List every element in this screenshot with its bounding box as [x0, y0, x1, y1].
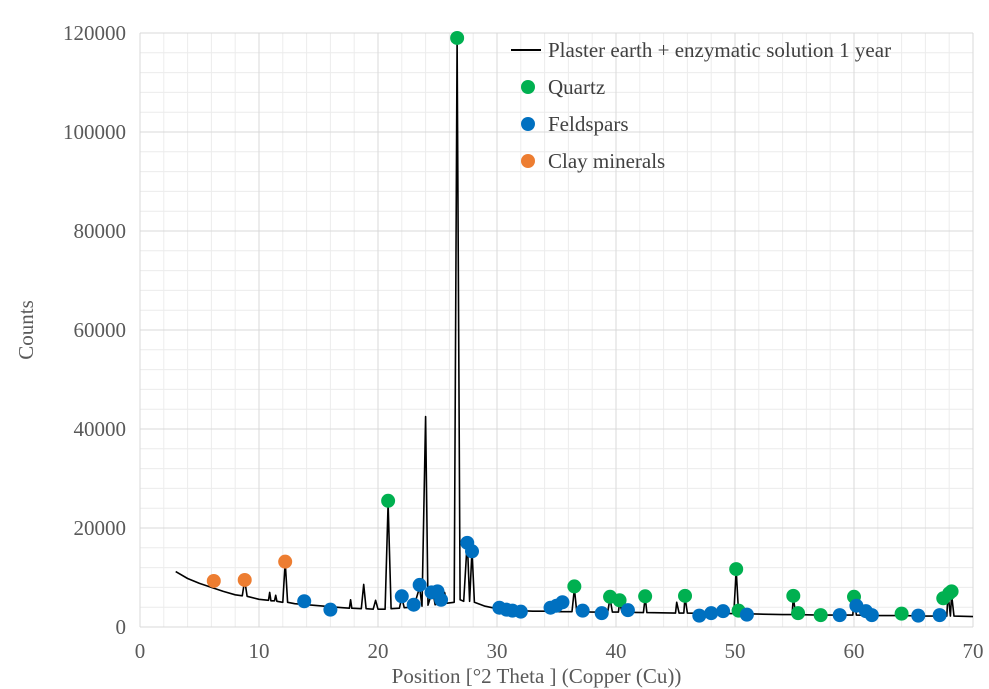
feldspars-marker [864, 608, 879, 623]
legend-entry-clay-minerals: Clay minerals [548, 149, 665, 173]
feldspars-marker [739, 607, 754, 622]
legend-quartz-swatch [521, 80, 535, 94]
axis-ticks: 0 10 20 30 40 50 60 70 0 20000 40000 60000 80000 1000… [63, 21, 984, 663]
x-tick-label: 10 [249, 639, 270, 663]
feldspars-marker [323, 602, 338, 617]
y-tick-label: 40000 [74, 417, 127, 441]
y-tick-label: 0 [116, 615, 127, 639]
feldspars-marker [406, 597, 421, 612]
legend-entry-plaster-earth-enzymatic-solution-1-year: Plaster earth + enzymatic solution 1 yea… [548, 38, 891, 62]
x-axis-label: Position [°2 Theta ] (Copper (Cu)) [392, 664, 682, 688]
feldspars-marker [434, 592, 449, 607]
quartz-marker [381, 493, 396, 508]
x-tick-label: 40 [606, 639, 627, 663]
feldspars-marker [832, 608, 847, 623]
quartz-marker [791, 606, 806, 621]
quartz-marker [944, 584, 959, 599]
feldspars-marker [394, 589, 409, 604]
x-tick-label: 50 [725, 639, 746, 663]
y-tick-label: 60000 [74, 318, 127, 342]
quartz-marker [638, 589, 653, 604]
x-tick-label: 60 [844, 639, 865, 663]
x-tick-label: 70 [963, 639, 984, 663]
feldspars-marker [575, 603, 590, 618]
quartz-marker [678, 588, 693, 603]
feldspars-marker [692, 608, 707, 623]
feldspars-marker [513, 604, 528, 619]
quartz-marker [729, 562, 744, 577]
quartz-marker [786, 588, 801, 603]
feldspars-marker [594, 606, 609, 621]
legend-entry-feldspars: Feldspars [548, 112, 629, 136]
feldspars-marker [465, 544, 480, 559]
feldspars-marker [716, 604, 731, 619]
y-axis-label: Counts [14, 300, 38, 360]
quartz-marker [450, 30, 465, 45]
legend-clay-minerals-swatch [521, 154, 535, 168]
legend: Plaster earth + enzymatic solution 1 yea… [511, 38, 891, 173]
y-tick-label: 120000 [63, 21, 126, 45]
plot-marker-layer [206, 30, 959, 623]
y-tick-label: 20000 [74, 516, 127, 540]
gridlines [139, 32, 974, 628]
feldspars-marker [620, 603, 635, 618]
feldspars-marker [932, 608, 947, 623]
feldspars-marker [704, 606, 719, 621]
x-tick-label: 20 [368, 639, 389, 663]
y-tick-label: 100000 [63, 120, 126, 144]
x-tick-label: 30 [487, 639, 508, 663]
clay-minerals-marker [278, 554, 293, 569]
quartz-marker [612, 593, 627, 608]
clay-minerals-marker [237, 572, 252, 587]
quartz-marker [567, 579, 582, 594]
feldspars-marker [297, 594, 312, 609]
feldspars-marker [911, 608, 926, 623]
feldspars-marker [555, 595, 570, 610]
quartz-marker [894, 606, 909, 621]
y-tick-label: 80000 [74, 219, 127, 243]
legend-entry-quartz: Quartz [548, 75, 605, 99]
clay-minerals-marker [206, 573, 221, 588]
legend-feldspars-swatch [521, 117, 535, 131]
feldspars-marker [412, 577, 427, 592]
quartz-marker [813, 608, 828, 623]
x-tick-label: 0 [135, 639, 146, 663]
